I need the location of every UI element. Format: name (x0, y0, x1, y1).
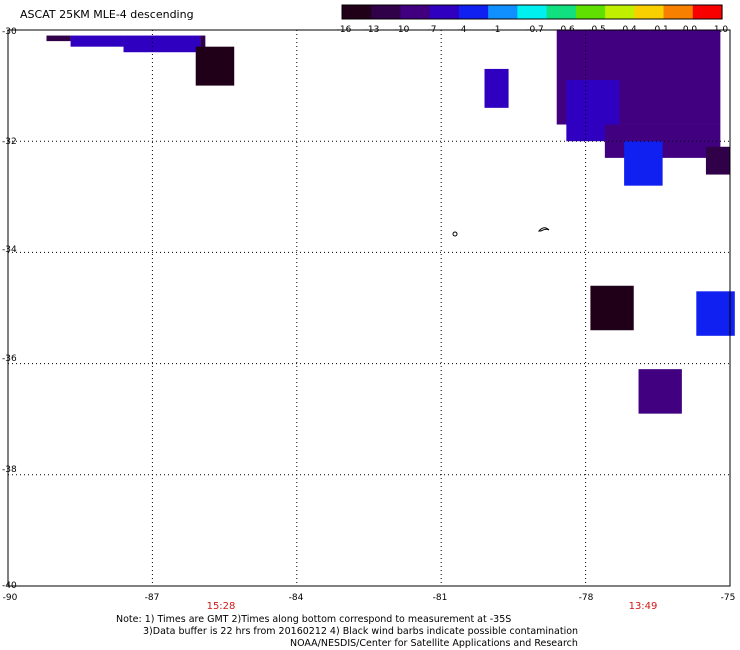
lon-label: -78 (578, 593, 594, 603)
mle-cell (590, 285, 634, 331)
lon-label: -84 (288, 593, 304, 603)
pass-time: 15:28 (206, 601, 236, 612)
lat-label: -34 (2, 245, 17, 255)
mle-cell (195, 46, 235, 86)
map-plot (7, 29, 735, 587)
lon-label: -87 (144, 593, 160, 603)
map-title: ASCAT 25KM MLE-4 descending (20, 8, 194, 21)
colorbar (341, 4, 723, 20)
lat-label: -40 (2, 581, 17, 591)
colorbar-swatch (342, 5, 372, 19)
colorbar-swatch (488, 5, 518, 19)
island-outline (537, 227, 550, 232)
lat-label: -36 (2, 354, 17, 364)
lon-label: -90 (2, 593, 18, 603)
colorbar-swatch (371, 5, 402, 19)
map-frame (7, 29, 731, 587)
colorbar-swatch (400, 5, 431, 19)
lat-label: -30 (2, 27, 17, 37)
mle-cell (696, 291, 735, 336)
mle-cell (70, 35, 124, 47)
colorbar-swatch (429, 5, 460, 19)
mle-cell (484, 68, 509, 108)
pass-time: 13:49 (628, 601, 658, 612)
mle-cell (624, 141, 663, 186)
colorbar-frame (341, 4, 723, 20)
mle-cell (705, 146, 730, 175)
lon-label: -81 (432, 593, 448, 603)
island-outline (452, 231, 458, 237)
mle-cells (46, 30, 735, 414)
note-line-3: NOAA/NESDIS/Center for Satellite Applica… (290, 638, 578, 649)
lat-label: -38 (2, 465, 17, 475)
mle-cell (46, 35, 71, 42)
colorbar-swatch (692, 5, 723, 19)
coastline (452, 227, 550, 237)
colorbar-swatch (575, 5, 606, 19)
lon-label: -75 (720, 593, 736, 603)
colorbar-swatch (517, 5, 548, 19)
mle-cell (123, 35, 201, 53)
colorbar-swatch (605, 5, 635, 19)
note-line-2: 3)Data buffer is 22 hrs from 20160212 4)… (143, 626, 579, 637)
grid-lines (8, 30, 730, 586)
colorbar-swatch (634, 5, 665, 19)
mle-cell (638, 369, 682, 414)
note-line-1: Note: 1) Times are GMT 2)Times along bot… (116, 614, 512, 625)
colorbar-swatch (546, 5, 577, 19)
lat-label: -32 (2, 137, 17, 147)
colorbar-swatch (458, 5, 489, 19)
colorbar-swatch (663, 5, 694, 19)
